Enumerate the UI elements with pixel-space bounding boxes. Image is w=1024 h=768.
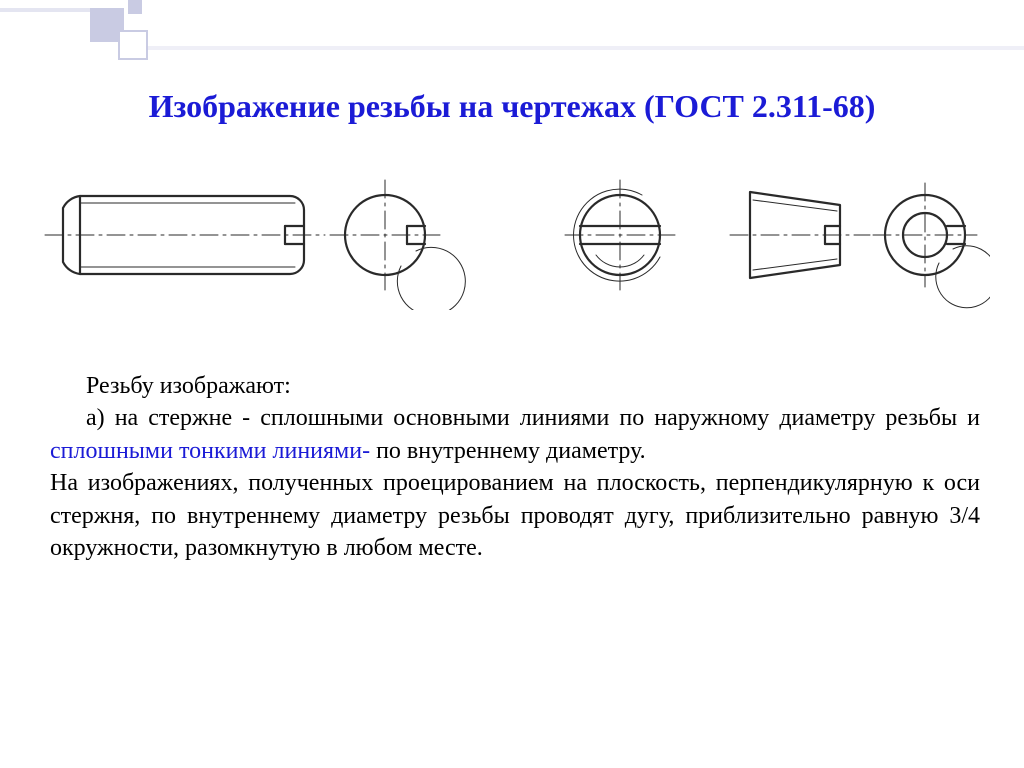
corner-decoration (0, 0, 170, 60)
body-text: Резьбу изображают: а) на стержне - сплош… (50, 370, 980, 564)
p2-lead: а) на стержне - сплошными основными лини… (86, 405, 980, 431)
view-cylinder-side (45, 196, 325, 274)
paragraph-intro: Резьбу изображают: (50, 370, 980, 402)
technical-drawings (30, 170, 990, 310)
decor-square-small (128, 0, 142, 14)
view-end-circle-1 (330, 180, 465, 310)
slide-page: { "colors": { "title": "#1b1bd6", "text"… (0, 0, 1024, 768)
page-title: Изображение резьбы на чертежах (ГОСТ 2.3… (0, 88, 1024, 125)
view-ring-end (873, 183, 990, 308)
paragraph-a: а) на стержне - сплошными основными лини… (50, 402, 980, 467)
view-end-circle-2 (565, 180, 675, 290)
paragraph-projection: На изображениях, полученных проецировани… (50, 467, 980, 564)
p2-tail: по внутреннему диаметру. (370, 438, 646, 464)
decor-square-outline (118, 30, 148, 60)
drawings-svg (30, 170, 990, 310)
view-cone-side (730, 192, 870, 278)
decor-bar-top (0, 8, 92, 12)
decor-bar-bottom (146, 46, 1024, 50)
p2-highlight: сплошными тонкими линиями- (50, 438, 370, 464)
